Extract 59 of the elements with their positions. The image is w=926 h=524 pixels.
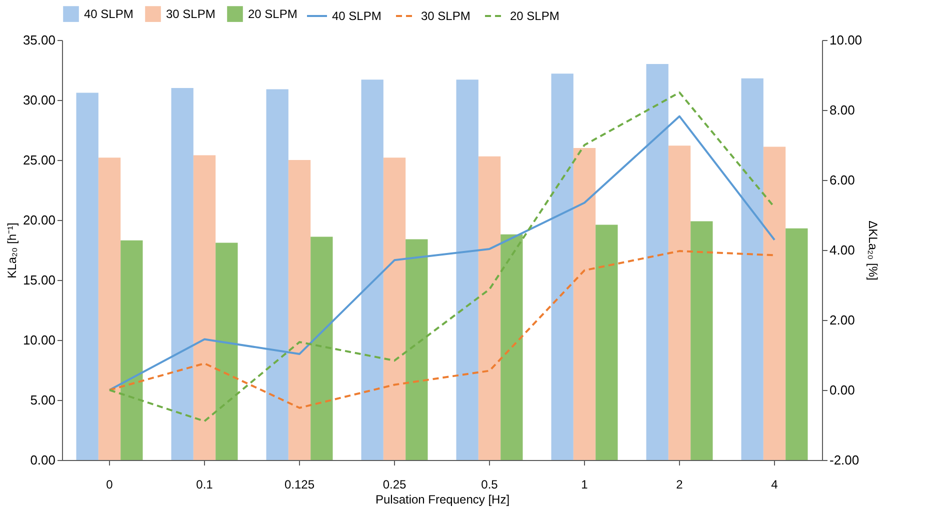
bar — [193, 155, 216, 460]
bar — [500, 234, 523, 460]
x-axis-title: Pulsation Frequency [Hz] — [375, 492, 510, 506]
bar — [120, 240, 143, 460]
y-tick-label: 0.00 — [30, 452, 56, 468]
y-tick-label: 10.00 — [22, 332, 56, 348]
legend-label: 30 SLPM — [166, 7, 216, 22]
y2-tick-label: 4.00 — [830, 242, 855, 258]
y-tick-label: 15.00 — [22, 272, 56, 288]
bar — [573, 148, 596, 460]
bar — [668, 146, 691, 460]
y-tick-label: 35.00 — [22, 32, 56, 48]
bar — [456, 80, 478, 460]
line-series — [108, 250, 776, 409]
bar — [551, 74, 574, 460]
bar — [786, 228, 808, 460]
legend-label: 40 SLPM — [332, 9, 382, 23]
bar — [171, 88, 194, 460]
x-tick-label: 0.125 — [284, 478, 315, 492]
y-tick-label: 30.00 — [22, 92, 56, 108]
legend-label: 30 SLPM — [421, 9, 470, 23]
y2-axis-title: ΔKLa₂₀ [%] — [866, 220, 880, 280]
line-series — [108, 115, 776, 391]
line-series — [108, 92, 776, 422]
y-tick-label: 5.00 — [30, 392, 56, 408]
x-tick-label: 1 — [581, 478, 588, 492]
y-axis-title: KLa₂₀ [h⁻¹] — [4, 222, 19, 278]
legend-label: 20 SLPM — [510, 9, 560, 23]
bar — [406, 239, 428, 460]
bar — [266, 89, 288, 460]
bar — [383, 158, 406, 460]
x-tick-label: 0.25 — [382, 478, 406, 492]
x-tick-label: 0.5 — [481, 478, 498, 492]
bar — [98, 158, 121, 460]
bar — [478, 156, 501, 460]
bar — [741, 78, 764, 460]
legend-label: 40 SLPM — [84, 7, 134, 22]
y2-tick-label: 6.00 — [830, 172, 855, 188]
x-tick-label: 0.1 — [196, 478, 214, 492]
bar — [76, 92, 98, 460]
x-tick-label: 0 — [106, 478, 114, 492]
bar — [288, 160, 311, 460]
y2-tick-label: 8.00 — [830, 102, 855, 118]
x-tick-label: 4 — [771, 478, 778, 492]
y2-tick-label: 10.00 — [830, 32, 862, 48]
bar — [763, 146, 786, 460]
y2-tick-label: -2.00 — [830, 452, 860, 468]
x-tick-label: 2 — [676, 478, 684, 492]
legend-label: 20 SLPM — [248, 7, 298, 22]
y-tick-label: 20.00 — [22, 212, 56, 228]
y2-tick-label: 0.00 — [830, 382, 855, 398]
bar — [310, 236, 333, 460]
bar — [596, 224, 618, 460]
bar — [216, 242, 238, 460]
bar — [361, 80, 384, 460]
bar — [646, 64, 668, 460]
bar — [690, 221, 713, 460]
y2-tick-label: 2.00 — [830, 312, 855, 328]
y-tick-label: 25.00 — [22, 152, 56, 168]
